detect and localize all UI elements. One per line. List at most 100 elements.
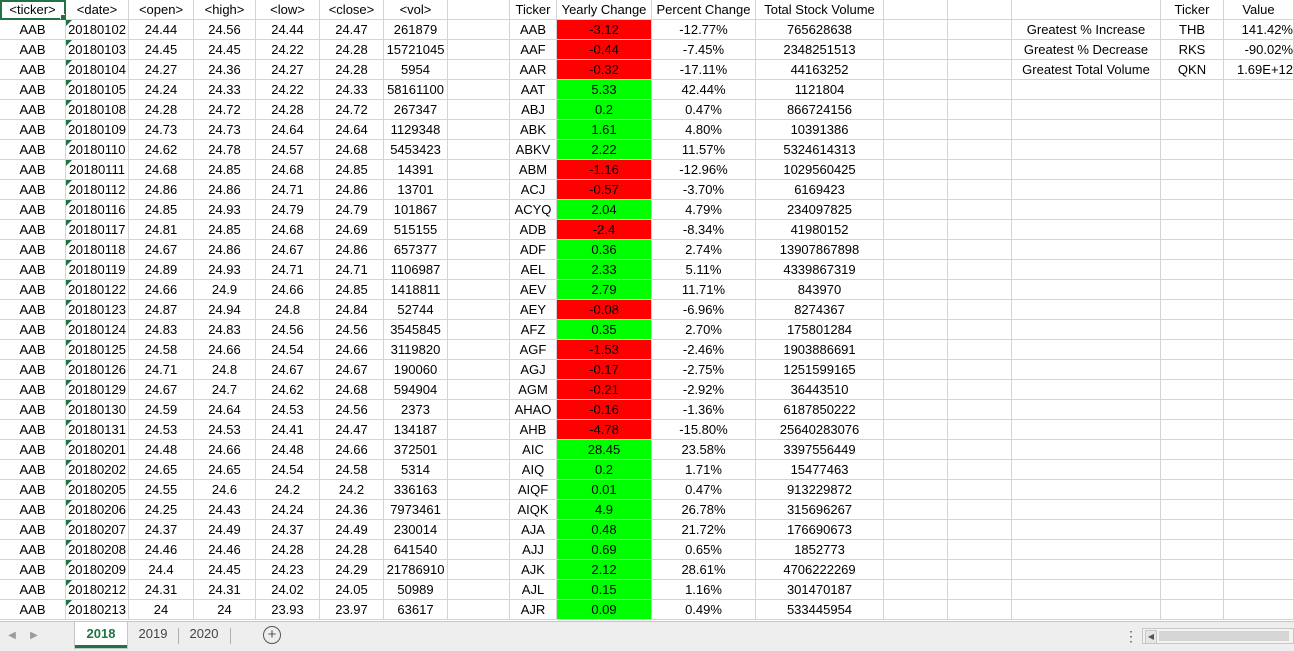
empty-cell[interactable] <box>1012 140 1161 160</box>
empty-cell[interactable] <box>448 240 510 260</box>
ticker-cell[interactable]: AAB <box>0 120 66 140</box>
empty-cell[interactable] <box>884 220 948 240</box>
open-cell[interactable]: 24.37 <box>129 520 194 540</box>
percent-change-cell[interactable]: -2.46% <box>652 340 756 360</box>
ticker-cell[interactable]: AAB <box>0 500 66 520</box>
header-g[interactable]: <vol> <box>384 0 448 20</box>
date-cell[interactable]: 20180126 <box>66 360 129 380</box>
empty-cell[interactable] <box>448 100 510 120</box>
ticker-cell[interactable]: AAB <box>0 160 66 180</box>
ticker-cell[interactable]: AAB <box>0 100 66 120</box>
yearly-change-cell[interactable]: -0.44 <box>557 40 652 60</box>
open-cell[interactable]: 24.28 <box>129 100 194 120</box>
empty-cell[interactable] <box>1224 400 1294 420</box>
total-volume-cell[interactable]: 5324614313 <box>756 140 884 160</box>
empty-cell[interactable] <box>1012 0 1161 20</box>
open-cell[interactable]: 24.85 <box>129 200 194 220</box>
summary-ticker-cell[interactable]: AGJ <box>510 360 557 380</box>
empty-cell[interactable] <box>1012 180 1161 200</box>
date-cell[interactable]: 20180207 <box>66 520 129 540</box>
empty-cell[interactable] <box>1161 340 1224 360</box>
empty-cell[interactable] <box>1161 100 1224 120</box>
empty-cell[interactable] <box>1161 460 1224 480</box>
low-cell[interactable]: 24.54 <box>256 460 320 480</box>
high-cell[interactable]: 24.72 <box>194 100 256 120</box>
vol-cell[interactable]: 50989 <box>384 580 448 600</box>
empty-cell[interactable] <box>1224 600 1294 620</box>
high-cell[interactable]: 24.85 <box>194 160 256 180</box>
low-cell[interactable]: 24.71 <box>256 260 320 280</box>
close-cell[interactable]: 24.49 <box>320 520 384 540</box>
percent-change-cell[interactable]: 1.71% <box>652 460 756 480</box>
total-volume-cell[interactable]: 913229872 <box>756 480 884 500</box>
date-cell[interactable]: 20180131 <box>66 420 129 440</box>
empty-cell[interactable] <box>1012 200 1161 220</box>
low-cell[interactable]: 24.64 <box>256 120 320 140</box>
low-cell[interactable]: 24.71 <box>256 180 320 200</box>
empty-cell[interactable] <box>1012 340 1161 360</box>
empty-cell[interactable] <box>448 80 510 100</box>
header-p[interactable]: Ticker <box>1161 0 1224 20</box>
greatest-ticker-cell[interactable]: QKN <box>1161 60 1224 80</box>
high-cell[interactable]: 24.45 <box>194 560 256 580</box>
yearly-change-cell[interactable]: -0.21 <box>557 380 652 400</box>
open-cell[interactable]: 24.44 <box>129 20 194 40</box>
empty-cell[interactable] <box>884 380 948 400</box>
open-cell[interactable]: 24.25 <box>129 500 194 520</box>
empty-cell[interactable] <box>948 480 1012 500</box>
close-cell[interactable]: 24.68 <box>320 140 384 160</box>
high-cell[interactable]: 24.83 <box>194 320 256 340</box>
date-cell[interactable]: 20180202 <box>66 460 129 480</box>
empty-cell[interactable] <box>884 560 948 580</box>
date-cell[interactable]: 20180212 <box>66 580 129 600</box>
greatest-ticker-cell[interactable]: RKS <box>1161 40 1224 60</box>
yearly-change-cell[interactable]: -4.78 <box>557 420 652 440</box>
close-cell[interactable]: 24.28 <box>320 40 384 60</box>
empty-cell[interactable] <box>1012 500 1161 520</box>
high-cell[interactable]: 24.33 <box>194 80 256 100</box>
low-cell[interactable]: 24.8 <box>256 300 320 320</box>
summary-ticker-cell[interactable]: AAT <box>510 80 557 100</box>
summary-ticker-cell[interactable]: AJJ <box>510 540 557 560</box>
empty-cell[interactable] <box>948 540 1012 560</box>
date-cell[interactable]: 20180125 <box>66 340 129 360</box>
empty-cell[interactable] <box>448 200 510 220</box>
low-cell[interactable]: 24.67 <box>256 360 320 380</box>
empty-cell[interactable] <box>1224 460 1294 480</box>
empty-cell[interactable] <box>1161 600 1224 620</box>
ticker-cell[interactable]: AAB <box>0 140 66 160</box>
vol-cell[interactable]: 14391 <box>384 160 448 180</box>
header-i[interactable]: Ticker <box>510 0 557 20</box>
high-cell[interactable]: 24.49 <box>194 520 256 540</box>
summary-ticker-cell[interactable]: AEY <box>510 300 557 320</box>
horizontal-scrollbar[interactable]: ◀ <box>1142 628 1294 644</box>
greatest-label-cell[interactable]: Greatest Total Volume <box>1012 60 1161 80</box>
low-cell[interactable]: 24.54 <box>256 340 320 360</box>
vol-cell[interactable]: 261879 <box>384 20 448 40</box>
date-cell[interactable]: 20180112 <box>66 180 129 200</box>
empty-cell[interactable] <box>1224 380 1294 400</box>
empty-cell[interactable] <box>948 500 1012 520</box>
high-cell[interactable]: 24.7 <box>194 380 256 400</box>
yearly-change-cell[interactable]: -0.08 <box>557 300 652 320</box>
empty-cell[interactable] <box>448 440 510 460</box>
ticker-cell[interactable]: AAB <box>0 460 66 480</box>
high-cell[interactable]: 24.46 <box>194 540 256 560</box>
empty-cell[interactable] <box>1161 380 1224 400</box>
empty-cell[interactable] <box>884 140 948 160</box>
summary-ticker-cell[interactable]: AAB <box>510 20 557 40</box>
empty-cell[interactable] <box>1224 360 1294 380</box>
empty-cell[interactable] <box>448 400 510 420</box>
empty-cell[interactable] <box>1012 520 1161 540</box>
low-cell[interactable]: 23.93 <box>256 600 320 620</box>
date-cell[interactable]: 20180129 <box>66 380 129 400</box>
open-cell[interactable]: 24.4 <box>129 560 194 580</box>
empty-cell[interactable] <box>884 40 948 60</box>
total-volume-cell[interactable]: 301470187 <box>756 580 884 600</box>
yearly-change-cell[interactable]: 0.01 <box>557 480 652 500</box>
summary-ticker-cell[interactable]: AJK <box>510 560 557 580</box>
empty-cell[interactable] <box>948 300 1012 320</box>
ticker-cell[interactable]: AAB <box>0 380 66 400</box>
empty-cell[interactable] <box>884 600 948 620</box>
total-volume-cell[interactable]: 176690673 <box>756 520 884 540</box>
